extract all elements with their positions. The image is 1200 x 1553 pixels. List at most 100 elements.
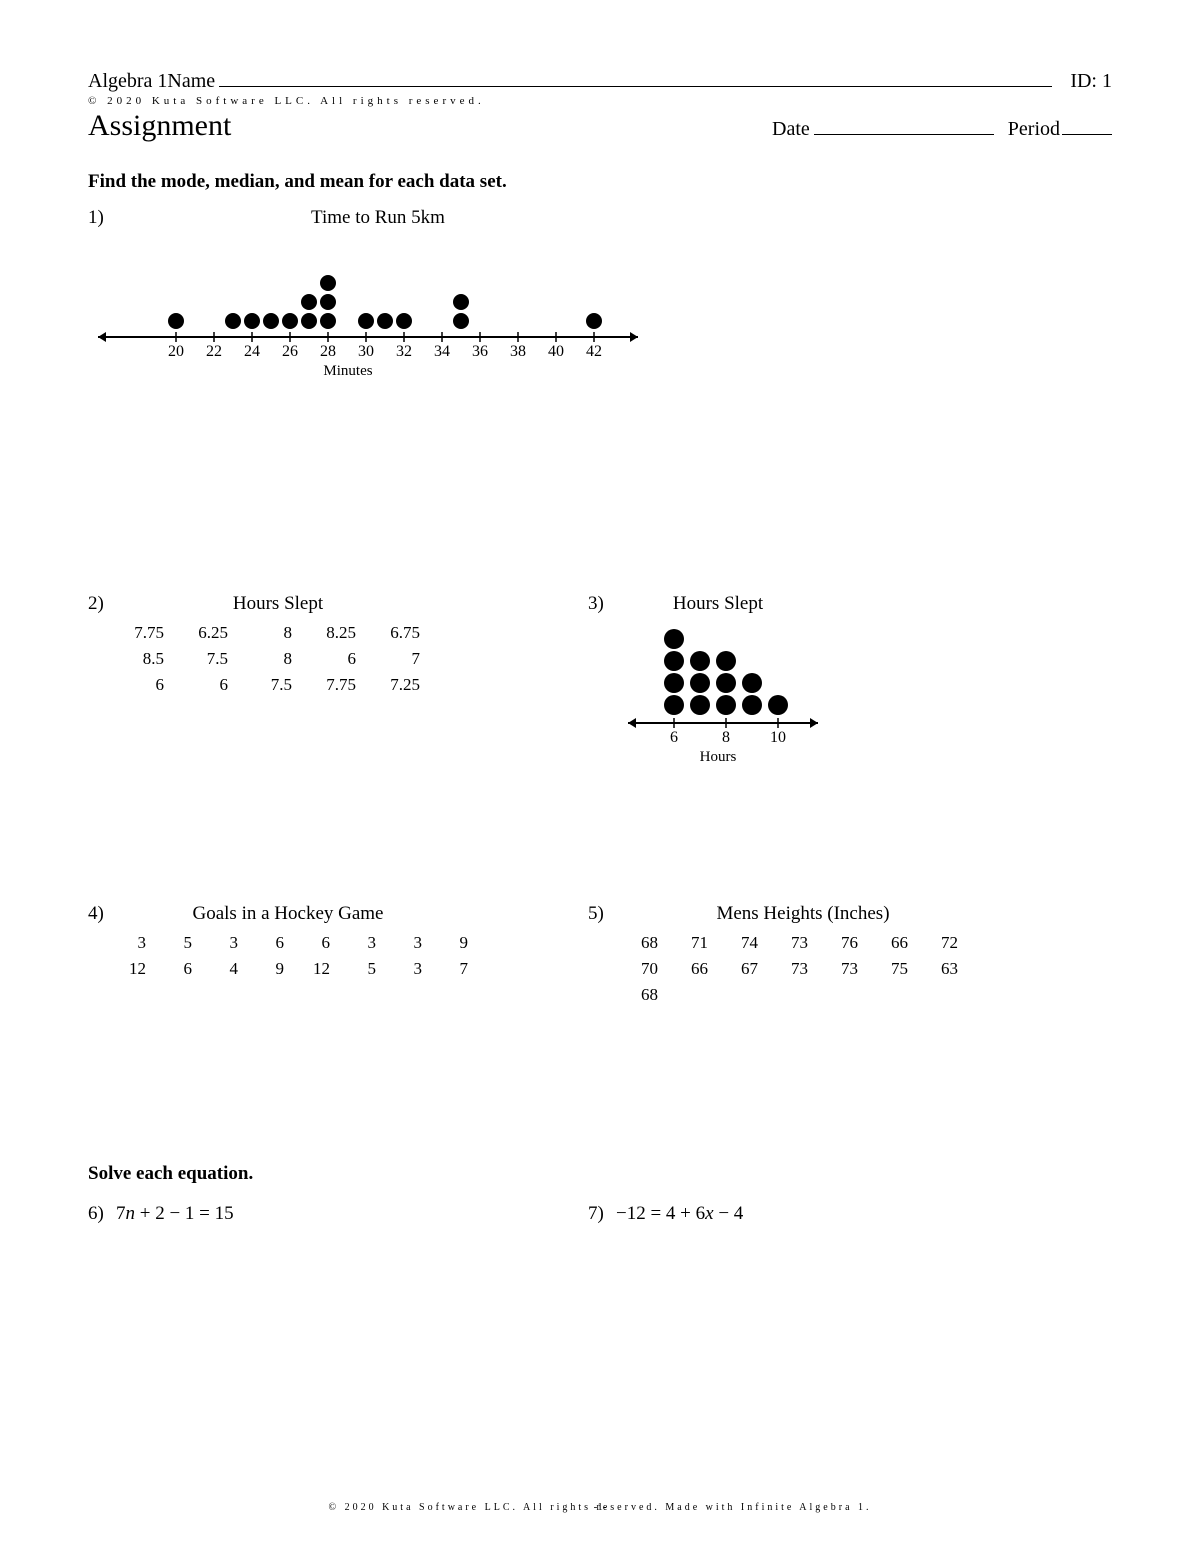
tick-label: 22 xyxy=(200,343,228,361)
data-cell: 6 xyxy=(172,675,228,695)
tick-label: 36 xyxy=(466,343,494,361)
problem-4-number: 4) xyxy=(88,903,104,925)
problem-4-title: Goals in a Hockey Game xyxy=(158,903,418,925)
data-cell: 8 xyxy=(236,623,292,643)
data-cell: 3 xyxy=(108,933,146,953)
problem-2-title: Hours Slept xyxy=(198,593,358,615)
data-dot xyxy=(716,651,736,671)
problem-5-number: 5) xyxy=(588,903,604,925)
course-name: Algebra 1 xyxy=(88,70,167,93)
data-cell: 73 xyxy=(766,933,808,953)
data-cell: 12 xyxy=(292,959,330,979)
problem-6-equation: 7n + 2 − 1 = 15 xyxy=(116,1203,234,1225)
data-cell: 74 xyxy=(716,933,758,953)
tick-label: 10 xyxy=(764,729,792,747)
tick-label: 26 xyxy=(276,343,304,361)
problem-7-equation: −12 = 4 + 6x − 4 xyxy=(616,1203,743,1225)
data-cell: 6.25 xyxy=(172,623,228,643)
tick-label: 24 xyxy=(238,343,266,361)
date-label: Date xyxy=(772,118,810,141)
data-cell: 6 xyxy=(108,675,164,695)
data-cell: 68 xyxy=(616,985,658,1005)
data-cell: 66 xyxy=(666,959,708,979)
data-cell: 5 xyxy=(154,933,192,953)
header-row-1: Algebra 1 Name ID: 1 xyxy=(88,68,1112,93)
data-dot xyxy=(664,695,684,715)
data-dot xyxy=(664,629,684,649)
data-cell: 73 xyxy=(816,959,858,979)
problem-3-number: 3) xyxy=(588,593,604,615)
problem-1-title: Time to Run 5km xyxy=(278,207,478,229)
data-dot xyxy=(690,673,710,693)
period-blank-line xyxy=(1062,116,1112,135)
data-dot xyxy=(742,695,762,715)
data-dot xyxy=(282,313,298,329)
data-dot xyxy=(586,313,602,329)
data-cell: 6 xyxy=(300,649,356,669)
assignment-title: Assignment xyxy=(88,109,231,143)
data-cell: 66 xyxy=(866,933,908,953)
data-cell: 7.75 xyxy=(108,623,164,643)
date-blank-line xyxy=(814,116,994,135)
tick-label: 30 xyxy=(352,343,380,361)
data-cell: 71 xyxy=(666,933,708,953)
data-cell: 4 xyxy=(200,959,238,979)
tick-label: 20 xyxy=(162,343,190,361)
problem-5-title: Mens Heights (Inches) xyxy=(678,903,928,925)
data-dot xyxy=(768,695,788,715)
data-dot xyxy=(396,313,412,329)
data-cell: 7 xyxy=(364,649,420,669)
tick-label: 32 xyxy=(390,343,418,361)
data-cell: 8 xyxy=(236,649,292,669)
data-dot xyxy=(168,313,184,329)
data-cell: 7.75 xyxy=(300,675,356,695)
data-dot xyxy=(664,673,684,693)
period-label: Period xyxy=(1008,118,1060,141)
data-dot xyxy=(716,695,736,715)
data-dot xyxy=(716,673,736,693)
data-dot xyxy=(320,313,336,329)
section-2-title: Solve each equation. xyxy=(88,1163,253,1185)
data-cell: 7.5 xyxy=(236,675,292,695)
data-cell: 12 xyxy=(108,959,146,979)
tick-label: 34 xyxy=(428,343,456,361)
data-cell: 3 xyxy=(384,933,422,953)
section-1-title: Find the mode, median, and mean for each… xyxy=(88,171,1112,193)
data-cell: 73 xyxy=(766,959,808,979)
data-cell: 6.75 xyxy=(364,623,420,643)
data-cell: 3 xyxy=(384,959,422,979)
header-row-2: Assignment Date Period xyxy=(88,109,1112,143)
copyright-top: © 2020 Kuta Software LLC. All rights res… xyxy=(88,95,1112,107)
data-dot xyxy=(320,294,336,310)
data-cell: 70 xyxy=(616,959,658,979)
tick-label: 42 xyxy=(580,343,608,361)
data-dot xyxy=(244,313,260,329)
problem-2-number: 2) xyxy=(88,593,104,615)
data-dot xyxy=(225,313,241,329)
data-cell: 75 xyxy=(866,959,908,979)
name-label: Name xyxy=(167,70,215,93)
data-dot xyxy=(320,275,336,291)
data-cell: 8.5 xyxy=(108,649,164,669)
data-dot xyxy=(664,651,684,671)
problem-3-title: Hours Slept xyxy=(648,593,788,615)
data-dot xyxy=(301,313,317,329)
data-cell: 67 xyxy=(716,959,758,979)
data-dot xyxy=(301,294,317,310)
page-number: -1- xyxy=(594,1501,607,1513)
data-cell: 6 xyxy=(154,959,192,979)
problem-1-number: 1) xyxy=(88,207,104,229)
data-cell: 3 xyxy=(200,933,238,953)
data-cell: 8.25 xyxy=(300,623,356,643)
data-cell: 72 xyxy=(916,933,958,953)
tick-label: 8 xyxy=(712,729,740,747)
data-cell: 7 xyxy=(430,959,468,979)
data-dot xyxy=(690,651,710,671)
data-cell: 9 xyxy=(430,933,468,953)
tick-label: 6 xyxy=(660,729,688,747)
data-dot xyxy=(377,313,393,329)
data-cell: 68 xyxy=(616,933,658,953)
data-cell: 6 xyxy=(246,933,284,953)
problem-6-number: 6) xyxy=(88,1203,104,1225)
data-cell: 76 xyxy=(816,933,858,953)
